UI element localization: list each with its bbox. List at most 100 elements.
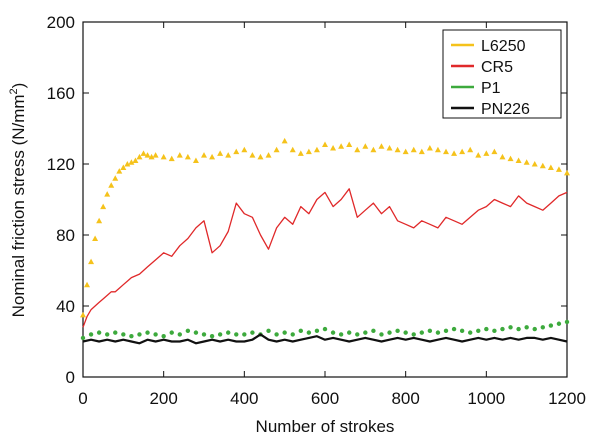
data-point bbox=[434, 146, 441, 153]
data-point bbox=[145, 330, 150, 335]
data-point bbox=[120, 164, 127, 171]
data-point bbox=[426, 145, 433, 151]
data-point bbox=[176, 152, 183, 158]
data-point bbox=[355, 332, 360, 337]
y-tick-label: 80 bbox=[56, 226, 75, 245]
data-point bbox=[402, 148, 409, 155]
data-point bbox=[516, 326, 521, 332]
y-tick-label: 160 bbox=[47, 84, 75, 103]
data-point bbox=[483, 150, 490, 156]
data-point bbox=[209, 153, 216, 160]
data-point bbox=[443, 148, 449, 155]
data-point bbox=[523, 159, 530, 165]
data-point bbox=[507, 155, 514, 162]
x-tick-label: 1200 bbox=[548, 389, 586, 408]
series-cr5 bbox=[82, 188, 568, 328]
data-point bbox=[531, 161, 538, 167]
data-point bbox=[459, 328, 465, 334]
data-point bbox=[96, 330, 102, 335]
ticks-layer: 0 200 400 600 800 1000 1200 0 40 80 120 160 200 bbox=[47, 13, 586, 408]
data-point bbox=[314, 328, 320, 334]
data-point bbox=[330, 145, 337, 151]
data-point bbox=[338, 143, 345, 149]
y-axis-label-sup: 2 bbox=[8, 88, 20, 94]
data-point bbox=[108, 182, 115, 188]
legend-items: L6250 CR5 P1 PN226 bbox=[451, 38, 530, 118]
data-point bbox=[362, 143, 369, 149]
data-point bbox=[403, 330, 408, 335]
data-point bbox=[467, 146, 474, 153]
data-point bbox=[161, 333, 166, 339]
data-point bbox=[80, 335, 86, 341]
data-point bbox=[418, 148, 425, 155]
data-point bbox=[555, 166, 562, 172]
data-point bbox=[249, 152, 256, 158]
data-point bbox=[387, 330, 392, 335]
data-point bbox=[492, 328, 497, 334]
data-point bbox=[515, 157, 522, 163]
data-point bbox=[153, 332, 158, 337]
y-axis-label-close: ) bbox=[9, 83, 28, 89]
data-point bbox=[330, 330, 336, 335]
x-axis-label: Number of strokes bbox=[256, 417, 395, 436]
legend-label-l6250: L6250 bbox=[481, 38, 526, 55]
data-point bbox=[121, 332, 126, 337]
data-point bbox=[112, 175, 119, 181]
series-l6250 bbox=[80, 137, 570, 318]
data-point bbox=[132, 157, 139, 163]
series-line-pn226 bbox=[82, 333, 568, 345]
data-point bbox=[379, 332, 384, 337]
legend: L6250 CR5 P1 PN226 bbox=[442, 29, 562, 119]
data-point bbox=[209, 333, 215, 339]
data-point bbox=[136, 153, 143, 160]
data-point bbox=[322, 326, 328, 332]
data-point bbox=[346, 141, 353, 147]
data-point bbox=[266, 328, 271, 334]
data-point bbox=[338, 332, 344, 337]
data-point bbox=[100, 203, 107, 210]
data-point bbox=[500, 326, 505, 332]
data-point bbox=[435, 330, 441, 335]
data-point bbox=[524, 325, 529, 330]
data-point bbox=[273, 146, 280, 153]
legend-label-pn226: PN226 bbox=[481, 101, 530, 118]
x-tick-label: 800 bbox=[391, 389, 419, 408]
data-point bbox=[217, 150, 224, 156]
data-point bbox=[386, 145, 393, 151]
data-point bbox=[241, 146, 248, 153]
data-point bbox=[225, 152, 232, 158]
data-point bbox=[564, 319, 570, 325]
data-point bbox=[394, 146, 401, 153]
x-tick-label: 1000 bbox=[467, 389, 505, 408]
series-pn226 bbox=[82, 333, 568, 345]
data-point bbox=[468, 330, 473, 335]
data-point bbox=[290, 332, 295, 337]
data-point bbox=[297, 150, 304, 156]
data-point bbox=[410, 146, 417, 153]
y-axis-label-main: Nominal friction stress (N/mm bbox=[9, 94, 28, 317]
data-point bbox=[192, 157, 199, 163]
data-point bbox=[564, 169, 570, 176]
data-point bbox=[217, 332, 223, 337]
data-point bbox=[201, 152, 207, 158]
data-point bbox=[104, 191, 111, 197]
series-layer bbox=[80, 137, 570, 345]
data-point bbox=[451, 326, 457, 332]
x-tick-label: 600 bbox=[311, 389, 339, 408]
data-point bbox=[96, 217, 103, 224]
legend-label-cr5: CR5 bbox=[481, 59, 513, 76]
data-point bbox=[306, 330, 312, 335]
data-point bbox=[177, 332, 182, 337]
y-tick-label: 0 bbox=[66, 368, 75, 387]
data-point bbox=[411, 332, 416, 337]
data-point bbox=[124, 161, 131, 167]
y-tick-label: 200 bbox=[47, 13, 75, 32]
data-point bbox=[547, 164, 554, 171]
y-tick-label: 40 bbox=[56, 297, 75, 316]
data-point bbox=[257, 153, 264, 160]
data-point bbox=[289, 146, 296, 153]
data-point bbox=[234, 332, 239, 337]
data-point bbox=[298, 328, 303, 334]
data-point bbox=[508, 325, 513, 330]
x-tick-label: 0 bbox=[78, 389, 87, 408]
